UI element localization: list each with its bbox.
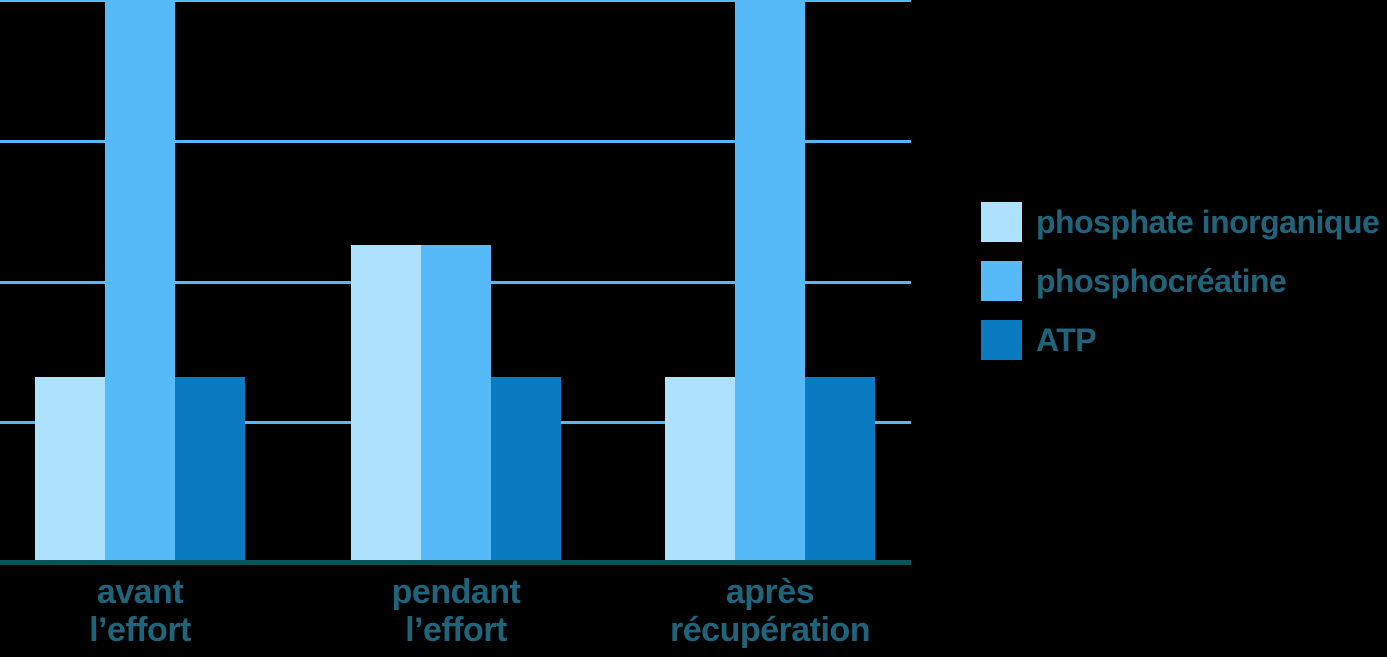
bar-atp-avant-effort [175, 377, 245, 560]
legend: phosphate inorganique phosphocréatine AT… [981, 202, 1380, 360]
x-axis-label-line1: après [725, 573, 815, 611]
legend-label: phosphate inorganique [1036, 203, 1380, 240]
legend-item-phosphocreatine: phosphocréatine [981, 261, 1379, 301]
legend-swatch-atp-icon [981, 320, 1022, 360]
legend-label: phosphocréatine [1036, 262, 1287, 299]
x-axis-label-pendant-effort: pendant l’effort [256, 573, 656, 649]
x-axis-label-line2: récupération [670, 611, 870, 649]
plot-area [0, 0, 911, 565]
x-axis-label-line1: pendant [391, 573, 521, 611]
bar-phosphocreatine-pendant-effort [421, 245, 491, 560]
bar-phosphate-inorganique-apres-recuperation [665, 377, 735, 560]
legend-item-atp: ATP [981, 320, 1379, 360]
bar-phosphate-inorganique-pendant-effort [351, 245, 421, 560]
x-axis-label-line2: l’effort [89, 611, 191, 649]
gridline-1 [0, 140, 911, 143]
x-axis-label-apres-recuperation: après récupération [570, 573, 970, 649]
x-axis-label-line1: avant [96, 573, 184, 611]
bar-phosphocreatine-avant-effort [105, 0, 175, 560]
gridline-0 [0, 0, 911, 2]
bar-phosphate-inorganique-avant-effort [35, 377, 105, 560]
x-axis-label-line2: l’effort [405, 611, 507, 649]
bar-atp-apres-recuperation [805, 377, 875, 560]
bar-atp-pendant-effort [491, 377, 561, 560]
legend-label: ATP [1036, 321, 1097, 358]
bar-phosphocreatine-apres-recuperation [735, 0, 805, 560]
legend-swatch-phosphate-inorganique-icon [981, 202, 1022, 242]
x-axis-line [0, 560, 911, 565]
legend-item-phosphate-inorganique: phosphate inorganique [981, 202, 1380, 242]
legend-swatch-phosphocreatine-icon [981, 261, 1022, 301]
x-axis-label-avant-effort: avant l’effort [0, 573, 340, 649]
